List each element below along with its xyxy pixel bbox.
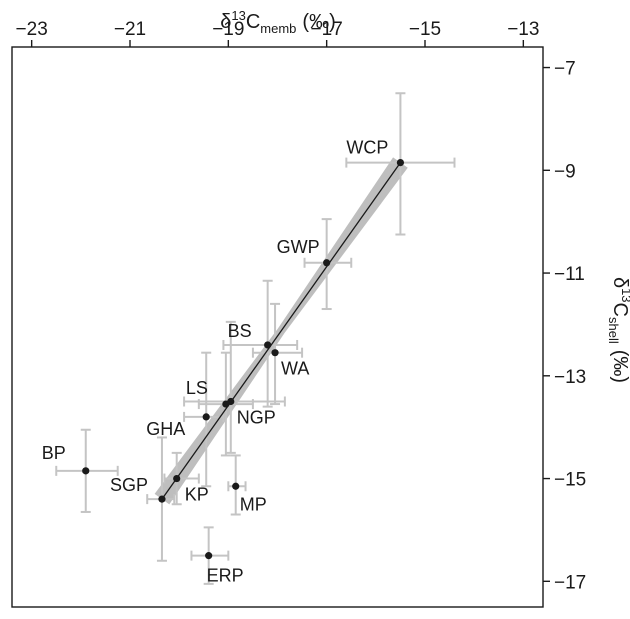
y-axis-unit: (‰): [609, 350, 630, 383]
data-point-kp: [173, 474, 181, 483]
point-label-bp: BP: [42, 443, 66, 463]
regression-line: [161, 162, 401, 500]
x-axis-superscript: 13: [231, 8, 245, 23]
point-label-wcp: WCP: [346, 138, 388, 158]
point-label-mp: MP: [240, 494, 267, 514]
data-point-mp: [232, 482, 240, 490]
y-tick-label: −15: [554, 470, 586, 491]
x-tick-label: −15: [409, 19, 441, 40]
y-axis-title: δ13Cshell (‰): [606, 277, 630, 383]
plot-frame: [11, 46, 544, 608]
data-point-wcp: [396, 158, 405, 167]
x-tick-label: −23: [16, 19, 48, 40]
data-point-ngp: [227, 397, 235, 406]
x-axis-ticks: −23 −21 −19 −17 −15 −13: [16, 19, 539, 47]
x-axis-subscript: memb: [260, 21, 296, 36]
y-tick-label: −11: [554, 264, 585, 285]
data-point-wa: [271, 349, 279, 357]
error-bar-ngp: [183, 320, 286, 454]
point-label-gha: GHA: [146, 419, 185, 439]
point-labels: WCP GWP BS WA LS NGP GHA BP SGP KP MP ERP: [42, 138, 389, 586]
data-point-sgp: [158, 495, 166, 503]
data-point-gwp: [323, 259, 331, 267]
y-axis-superscript: 13: [619, 288, 630, 302]
y-axis-symbol: δ: [609, 277, 630, 288]
point-label-gwp: GWP: [277, 237, 320, 257]
data-point-erp: [205, 552, 213, 560]
y-axis-ticks: −7 −9 −11 −13 −15 −17: [543, 59, 586, 593]
data-point-gha: [202, 413, 210, 421]
y-axis-subscript: shell: [606, 317, 621, 344]
point-label-ngp: NGP: [237, 407, 276, 427]
point-label-bs: BS: [228, 321, 252, 341]
point-label-wa: WA: [281, 359, 309, 379]
point-label-erp: ERP: [207, 566, 244, 586]
error-bars: [55, 92, 456, 585]
regression-line-path: [161, 162, 401, 500]
data-point-bp: [82, 467, 90, 475]
point-label-sgp: SGP: [110, 475, 148, 495]
y-axis-base: C: [609, 303, 630, 317]
y-tick-label: −17: [554, 572, 586, 593]
y-tick-label: −9: [554, 161, 576, 182]
x-axis-base: C: [246, 11, 260, 33]
x-tick-label: −17: [311, 19, 343, 40]
x-axis-title: δ13Cmemb (‰): [220, 8, 336, 36]
y-tick-label: −7: [554, 59, 576, 80]
x-tick-label: −19: [212, 19, 244, 40]
x-axis-unit: (‰): [302, 11, 335, 33]
data-point-bs: [264, 341, 272, 349]
x-tick-label: −13: [507, 19, 539, 40]
x-tick-label: −21: [114, 19, 146, 40]
point-label-kp: KP: [185, 485, 209, 505]
y-tick-label: −13: [554, 367, 586, 388]
data-points: [82, 158, 405, 560]
point-label-ls: LS: [186, 378, 208, 398]
x-axis-symbol: δ: [220, 11, 231, 33]
